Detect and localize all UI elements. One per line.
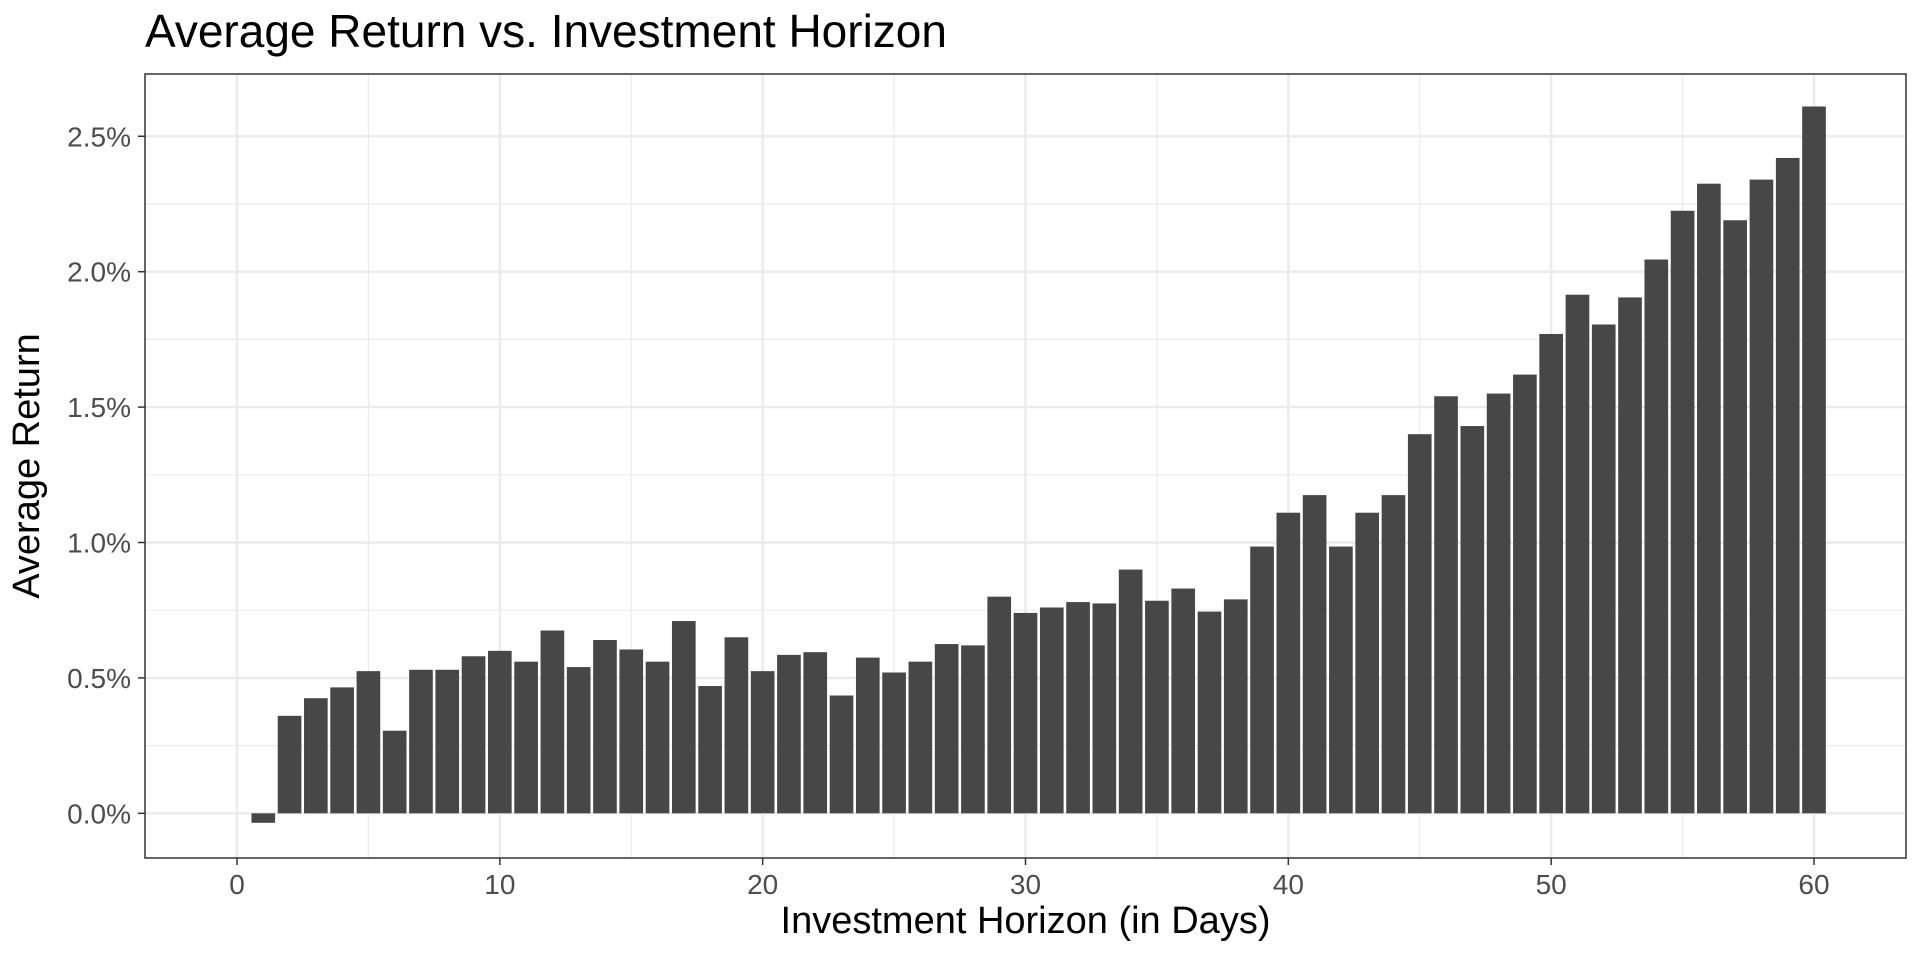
x-tick-label: 40 xyxy=(1273,869,1304,900)
y-tick-label: 2.0% xyxy=(67,257,131,288)
bar xyxy=(855,657,880,814)
bar xyxy=(566,667,591,814)
bar xyxy=(750,671,775,814)
y-tick-label: 2.5% xyxy=(67,121,131,152)
bar xyxy=(724,637,749,814)
y-axis-ticks: 0.0% 0.5% 1.0% 1.5% 2.0% 2.5% xyxy=(67,121,145,829)
bar xyxy=(1486,393,1511,814)
bar xyxy=(514,661,538,814)
bar xyxy=(1460,426,1485,814)
bar xyxy=(803,652,828,814)
bar xyxy=(829,695,854,814)
bar xyxy=(1513,374,1537,814)
bar xyxy=(1329,546,1353,814)
bar xyxy=(540,630,565,814)
bar xyxy=(1118,569,1143,814)
y-tick-label: 0.5% xyxy=(67,663,131,694)
bar xyxy=(1013,612,1038,814)
bar xyxy=(1434,396,1458,814)
x-tick-label: 60 xyxy=(1798,869,1829,900)
bar xyxy=(461,656,486,814)
bar xyxy=(1723,220,1747,814)
chart-title: Average Return vs. Investment Horizon xyxy=(145,5,947,57)
bar xyxy=(304,698,328,814)
bar xyxy=(934,644,959,814)
bar xyxy=(1171,588,1196,814)
bar xyxy=(961,645,985,814)
bar xyxy=(593,639,617,814)
x-axis-ticks: 0 10 20 30 40 50 60 xyxy=(229,858,1830,900)
bar xyxy=(1223,599,1248,814)
x-tick-label: 20 xyxy=(747,869,778,900)
bar xyxy=(908,661,933,814)
bar xyxy=(1802,106,1826,814)
bar xyxy=(619,649,644,814)
bar xyxy=(1670,210,1695,814)
bar xyxy=(645,661,670,814)
bar xyxy=(277,715,302,814)
x-axis-label: Investment Horizon (in Days) xyxy=(780,900,1271,942)
bar xyxy=(251,813,276,823)
bar xyxy=(1250,546,1274,814)
bar xyxy=(382,730,407,814)
x-tick-label: 50 xyxy=(1536,869,1567,900)
bar xyxy=(1381,495,1406,814)
bar xyxy=(777,654,801,814)
bar xyxy=(1407,434,1432,814)
bar xyxy=(1749,179,1774,814)
x-tick-label: 10 xyxy=(484,869,515,900)
y-tick-label: 1.5% xyxy=(67,392,131,423)
bar xyxy=(1276,512,1301,814)
y-tick-label: 1.0% xyxy=(67,528,131,559)
bar xyxy=(1039,607,1064,814)
bars xyxy=(251,106,1826,823)
x-tick-label: 0 xyxy=(229,869,245,900)
bar xyxy=(435,669,460,814)
bar xyxy=(1644,259,1669,814)
y-tick-label: 0.0% xyxy=(67,798,131,829)
bar xyxy=(1197,611,1222,814)
bar xyxy=(1697,183,1721,814)
bar xyxy=(1066,602,1090,814)
bar xyxy=(1539,333,1563,814)
bar xyxy=(671,621,696,814)
bar xyxy=(882,672,906,814)
x-tick-label: 30 xyxy=(1010,869,1041,900)
bar xyxy=(488,650,512,814)
bar xyxy=(1355,512,1380,814)
bar xyxy=(1775,157,1800,814)
bar xyxy=(987,596,1012,814)
bar xyxy=(1302,495,1327,814)
bar xyxy=(409,669,433,814)
bar xyxy=(1565,294,1590,814)
bar xyxy=(356,671,381,814)
bar xyxy=(330,687,354,814)
bar xyxy=(1618,297,1642,814)
bar xyxy=(698,686,722,814)
bar xyxy=(1591,324,1616,814)
bar xyxy=(1092,603,1117,814)
bar xyxy=(1145,600,1169,814)
